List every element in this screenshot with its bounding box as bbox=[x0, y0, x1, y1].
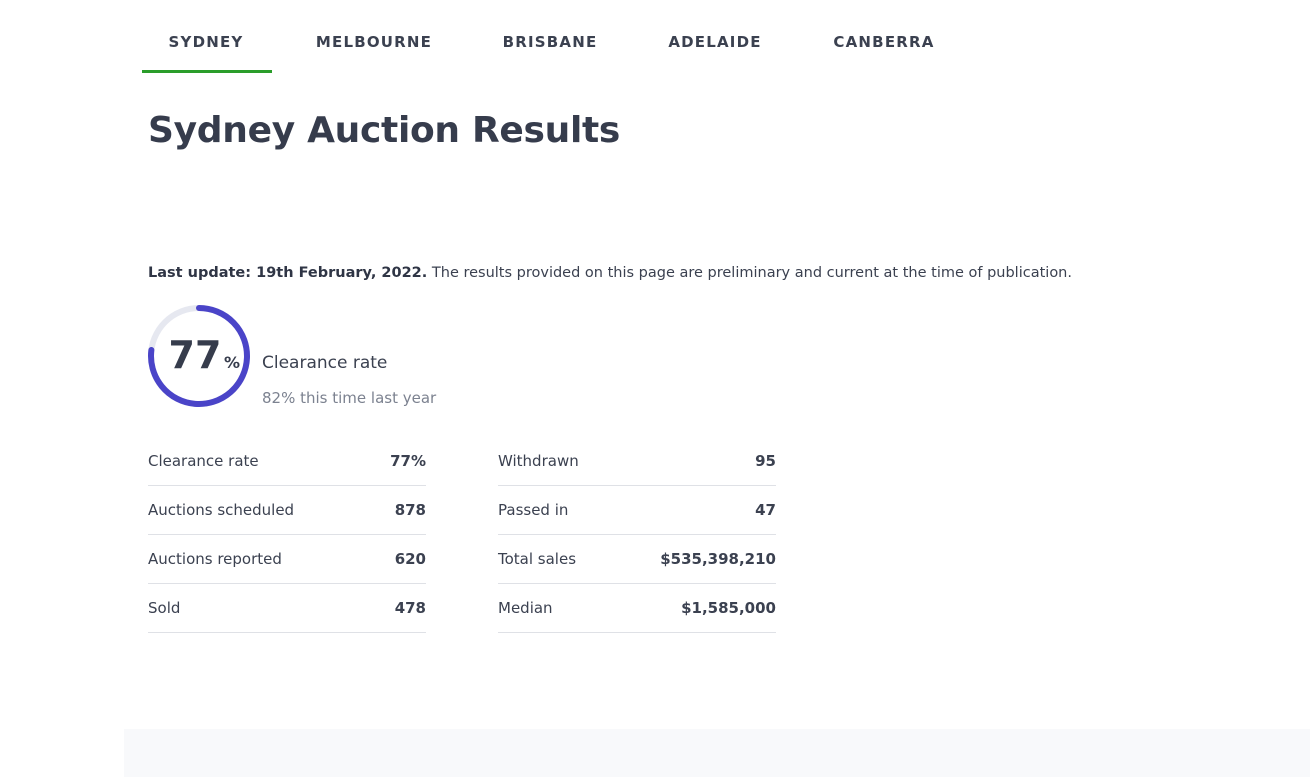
stat-label: Auctions reported bbox=[148, 550, 282, 568]
stat-label: Passed in bbox=[498, 501, 569, 519]
city-tab[interactable]: ADELAIDE bbox=[668, 33, 762, 51]
stat-value: 47 bbox=[755, 501, 776, 519]
stat-label: Auctions scheduled bbox=[148, 501, 295, 519]
gauge-arc bbox=[148, 305, 250, 407]
active-tab-indicator bbox=[142, 70, 272, 73]
stat-row: Median $1,585,000 bbox=[498, 584, 776, 633]
stat-row: Withdrawn 95 bbox=[498, 437, 776, 486]
stat-value: 620 bbox=[394, 550, 426, 568]
city-tab[interactable]: SYDNEY bbox=[168, 33, 244, 51]
stat-label: Sold bbox=[148, 599, 181, 617]
footer-band bbox=[124, 729, 1310, 777]
stat-label: Withdrawn bbox=[498, 452, 579, 470]
stat-row: Auctions reported 620 bbox=[148, 535, 426, 584]
stat-value: $535,398,210 bbox=[660, 550, 776, 568]
last-update: Last update: 19th February, 2022. The re… bbox=[148, 265, 1072, 281]
stat-row: Total sales $535,398,210 bbox=[498, 535, 776, 584]
city-tab[interactable]: CANBERRA bbox=[833, 33, 935, 51]
stat-value: $1,585,000 bbox=[681, 599, 776, 617]
city-tab[interactable]: MELBOURNE bbox=[315, 33, 433, 51]
stat-value: 478 bbox=[394, 599, 426, 617]
stat-row: Clearance rate 77% bbox=[148, 437, 426, 486]
clearance-gauge: 77 % bbox=[148, 305, 250, 407]
update-date: Last update: 19th February, 2022. bbox=[148, 265, 428, 281]
gauge-label: Clearance rate bbox=[262, 353, 388, 373]
gauge-comparison: 82% this time last year bbox=[262, 389, 437, 407]
gauge-value: 77 bbox=[169, 333, 222, 377]
update-note: The results provided on this page are pr… bbox=[431, 265, 1072, 281]
stat-label: Clearance rate bbox=[148, 452, 259, 470]
gauge-unit: % bbox=[224, 353, 240, 372]
page-title: Sydney Auction Results bbox=[148, 110, 621, 151]
stat-row: Auctions scheduled 878 bbox=[148, 486, 426, 535]
stat-value: 878 bbox=[394, 501, 426, 519]
stat-value: 95 bbox=[755, 452, 776, 470]
stat-label: Total sales bbox=[498, 550, 577, 568]
stat-row: Sold 478 bbox=[148, 584, 426, 633]
stat-value: 77% bbox=[390, 452, 426, 470]
stat-row: Passed in 47 bbox=[498, 486, 776, 535]
city-tab[interactable]: BRISBANE bbox=[502, 33, 598, 51]
stat-label: Median bbox=[498, 599, 553, 617]
